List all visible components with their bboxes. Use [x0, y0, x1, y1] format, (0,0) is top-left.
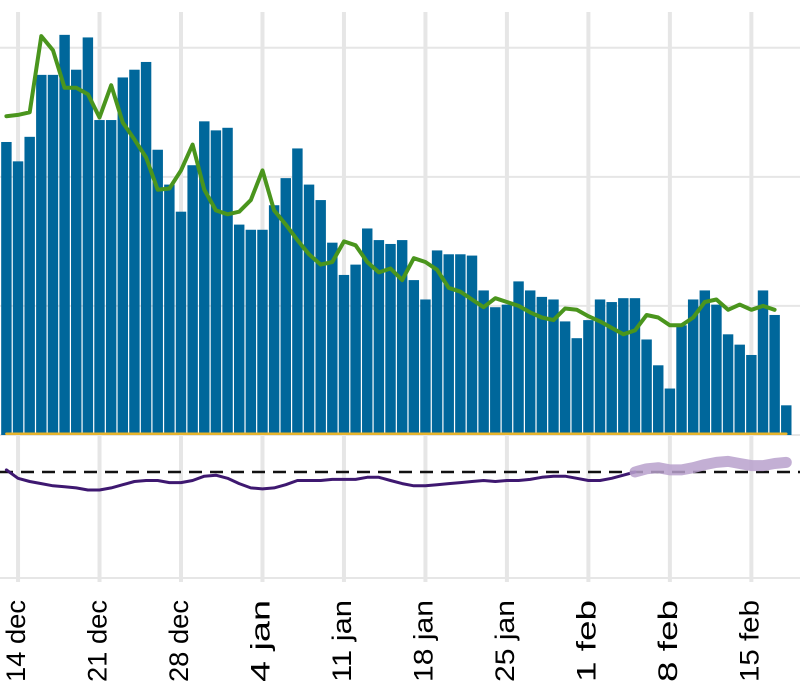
bar — [245, 229, 257, 435]
purple-band — [629, 455, 792, 478]
bar — [594, 299, 606, 435]
bar — [641, 339, 652, 435]
bar — [443, 254, 454, 435]
bar — [396, 240, 408, 435]
bar — [268, 205, 280, 435]
bar — [117, 77, 129, 436]
x-tick-label: 25 jan — [490, 600, 520, 681]
bar — [257, 229, 268, 435]
bar — [24, 136, 35, 435]
trend-line — [4, 34, 777, 337]
bar — [187, 165, 198, 436]
bar — [94, 120, 105, 436]
bar — [478, 290, 489, 435]
bar — [338, 274, 350, 435]
purple-line — [4, 468, 637, 492]
bar — [583, 320, 594, 435]
bar — [734, 344, 745, 435]
bar — [315, 200, 326, 435]
bar — [292, 148, 303, 435]
bar — [559, 321, 571, 435]
bar — [222, 127, 233, 436]
bar — [653, 365, 664, 435]
bar — [164, 184, 175, 435]
bar — [711, 304, 722, 435]
bar — [606, 302, 617, 435]
bar — [210, 130, 222, 436]
x-tick-label: 1 feb — [572, 600, 602, 681]
bar — [82, 37, 94, 436]
bar — [36, 74, 47, 436]
bar — [757, 290, 769, 435]
bar — [373, 240, 385, 435]
bar — [548, 299, 559, 435]
bar — [71, 69, 82, 436]
bar — [303, 184, 315, 435]
bar — [431, 250, 443, 435]
bar — [420, 299, 431, 435]
bar — [47, 74, 59, 436]
bar — [129, 69, 140, 436]
bar — [105, 120, 117, 436]
x-tick-label: 8 feb — [653, 600, 683, 681]
bar — [501, 304, 513, 435]
bar — [175, 211, 187, 435]
bar — [722, 334, 734, 435]
bar — [140, 61, 152, 435]
bar — [781, 405, 792, 435]
bar — [152, 149, 163, 435]
bar — [687, 299, 699, 435]
x-tick-label: 15 feb — [734, 600, 764, 681]
bar — [350, 264, 361, 435]
bar — [524, 290, 536, 435]
bar — [536, 296, 548, 435]
bar — [699, 290, 711, 435]
bar — [12, 161, 24, 435]
x-tick-label: 18 jan — [409, 600, 439, 681]
x-tick-label: 21 dec — [83, 600, 113, 681]
bar — [362, 228, 373, 435]
bar — [1, 141, 12, 435]
bar — [618, 298, 629, 435]
bar — [769, 314, 780, 435]
x-tick-label: 4 jan — [246, 600, 276, 681]
bar — [676, 325, 687, 435]
bar — [327, 242, 338, 435]
bar — [664, 388, 676, 435]
x-tick-label: 14 dec — [1, 600, 31, 681]
bar — [455, 254, 466, 435]
bar — [571, 338, 582, 435]
x-tick-label: 28 dec — [164, 600, 194, 681]
bar — [59, 34, 70, 436]
bar — [490, 307, 501, 435]
bar — [408, 280, 420, 435]
bar — [466, 255, 478, 435]
bar — [280, 178, 291, 436]
bar — [199, 121, 210, 435]
bar — [233, 224, 245, 435]
bar — [385, 243, 396, 435]
x-tick-label: 11 jan — [327, 600, 357, 681]
bar — [513, 281, 524, 435]
bar — [746, 354, 757, 435]
bar — [629, 298, 641, 435]
